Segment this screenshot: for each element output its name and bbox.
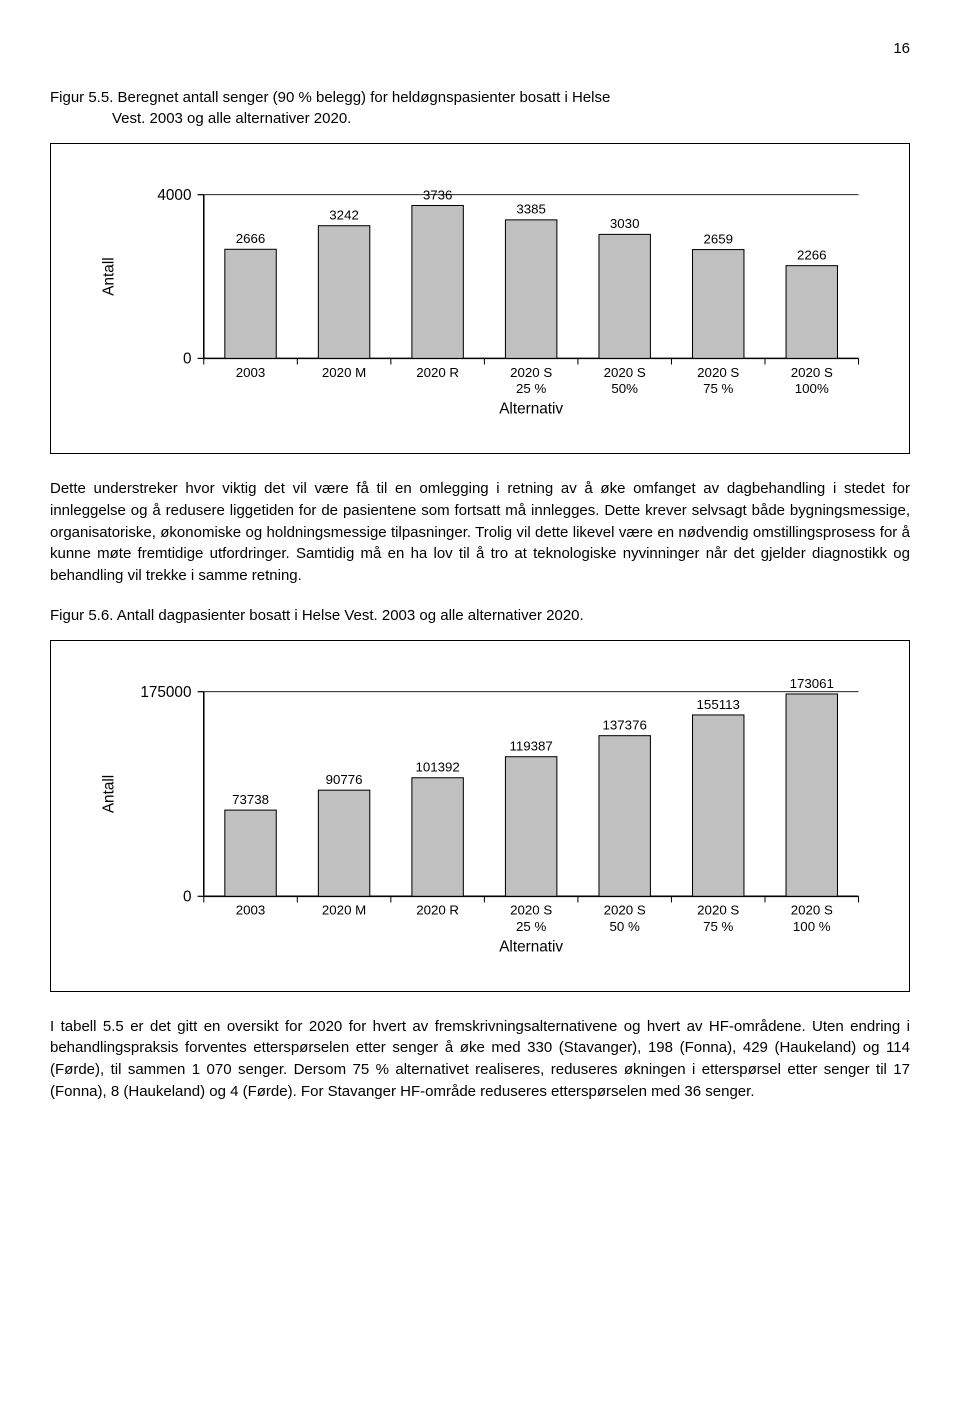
svg-text:2020 R: 2020 R xyxy=(416,365,459,380)
svg-text:101392: 101392 xyxy=(415,759,459,774)
figure-5-6-title: Figur 5.6. Antall dagpasienter bosatt i … xyxy=(50,605,910,626)
svg-text:2020 S: 2020 S xyxy=(791,365,833,380)
svg-text:Alternativ: Alternativ xyxy=(499,401,563,418)
svg-text:155113: 155113 xyxy=(697,697,740,712)
svg-text:4000: 4000 xyxy=(157,187,191,204)
svg-text:25 %: 25 % xyxy=(516,919,546,934)
svg-text:2659: 2659 xyxy=(703,231,733,246)
svg-text:2003: 2003 xyxy=(236,365,266,380)
svg-text:3242: 3242 xyxy=(329,208,359,223)
svg-text:2020 M: 2020 M xyxy=(322,902,366,917)
svg-text:2020 S: 2020 S xyxy=(604,902,646,917)
svg-text:173061: 173061 xyxy=(790,676,834,691)
svg-text:137376: 137376 xyxy=(603,717,647,732)
svg-text:2020 M: 2020 M xyxy=(322,365,366,380)
fig55-line1: Figur 5.5. Beregnet antall senger (90 % … xyxy=(50,89,610,106)
svg-text:0: 0 xyxy=(183,351,192,368)
svg-text:175000: 175000 xyxy=(140,684,191,701)
svg-text:2020 S: 2020 S xyxy=(697,365,739,380)
svg-text:3385: 3385 xyxy=(516,202,546,217)
svg-text:Alternativ: Alternativ xyxy=(499,938,563,955)
figure-5-5-title: Figur 5.5. Beregnet antall senger (90 % … xyxy=(50,87,910,129)
svg-text:2020 S: 2020 S xyxy=(510,902,552,917)
svg-text:2266: 2266 xyxy=(797,248,827,263)
page-number: 16 xyxy=(50,40,910,57)
svg-text:50 %: 50 % xyxy=(610,919,640,934)
svg-text:2666: 2666 xyxy=(236,231,266,246)
svg-text:2020 S: 2020 S xyxy=(510,365,552,380)
paragraph-1: Dette understreker hvor viktig det vil v… xyxy=(50,478,910,587)
svg-text:75 %: 75 % xyxy=(703,381,733,396)
svg-text:73738: 73738 xyxy=(232,792,269,807)
svg-text:3030: 3030 xyxy=(610,216,640,231)
svg-text:50%: 50% xyxy=(611,381,638,396)
svg-text:75 %: 75 % xyxy=(703,919,733,934)
paragraph-2: I tabell 5.5 er det gitt en oversikt for… xyxy=(50,1016,910,1103)
svg-text:25 %: 25 % xyxy=(516,381,546,396)
svg-text:2020 S: 2020 S xyxy=(697,902,739,917)
chart-1: 4000 0 Antall 2666 2003 3242 2020 M 3736 2020 R 3… xyxy=(81,164,879,430)
chart-2: 175000 0 Antall 73738 2003 90776 2020 M 101392 2… xyxy=(81,661,879,968)
svg-text:90776: 90776 xyxy=(326,772,363,787)
svg-text:2020 S: 2020 S xyxy=(791,902,833,917)
svg-text:3736: 3736 xyxy=(423,187,453,202)
svg-text:2020 S: 2020 S xyxy=(604,365,646,380)
svg-text:119387: 119387 xyxy=(509,738,552,753)
svg-text:100%: 100% xyxy=(795,381,829,396)
svg-text:2003: 2003 xyxy=(236,902,266,917)
chart-2-container: 175000 0 Antall 73738 2003 90776 2020 M 101392 2… xyxy=(50,640,910,992)
svg-text:Antall: Antall xyxy=(101,775,118,813)
svg-text:0: 0 xyxy=(183,888,192,905)
svg-text:Antall: Antall xyxy=(101,257,118,295)
svg-text:100 %: 100 % xyxy=(793,919,831,934)
chart-1-container: 4000 0 Antall 2666 2003 3242 2020 M 3736 2020 R 3… xyxy=(50,143,910,454)
fig55-line2: Vest. 2003 og alle alternativer 2020. xyxy=(50,108,910,129)
svg-text:2020 R: 2020 R xyxy=(416,902,459,917)
